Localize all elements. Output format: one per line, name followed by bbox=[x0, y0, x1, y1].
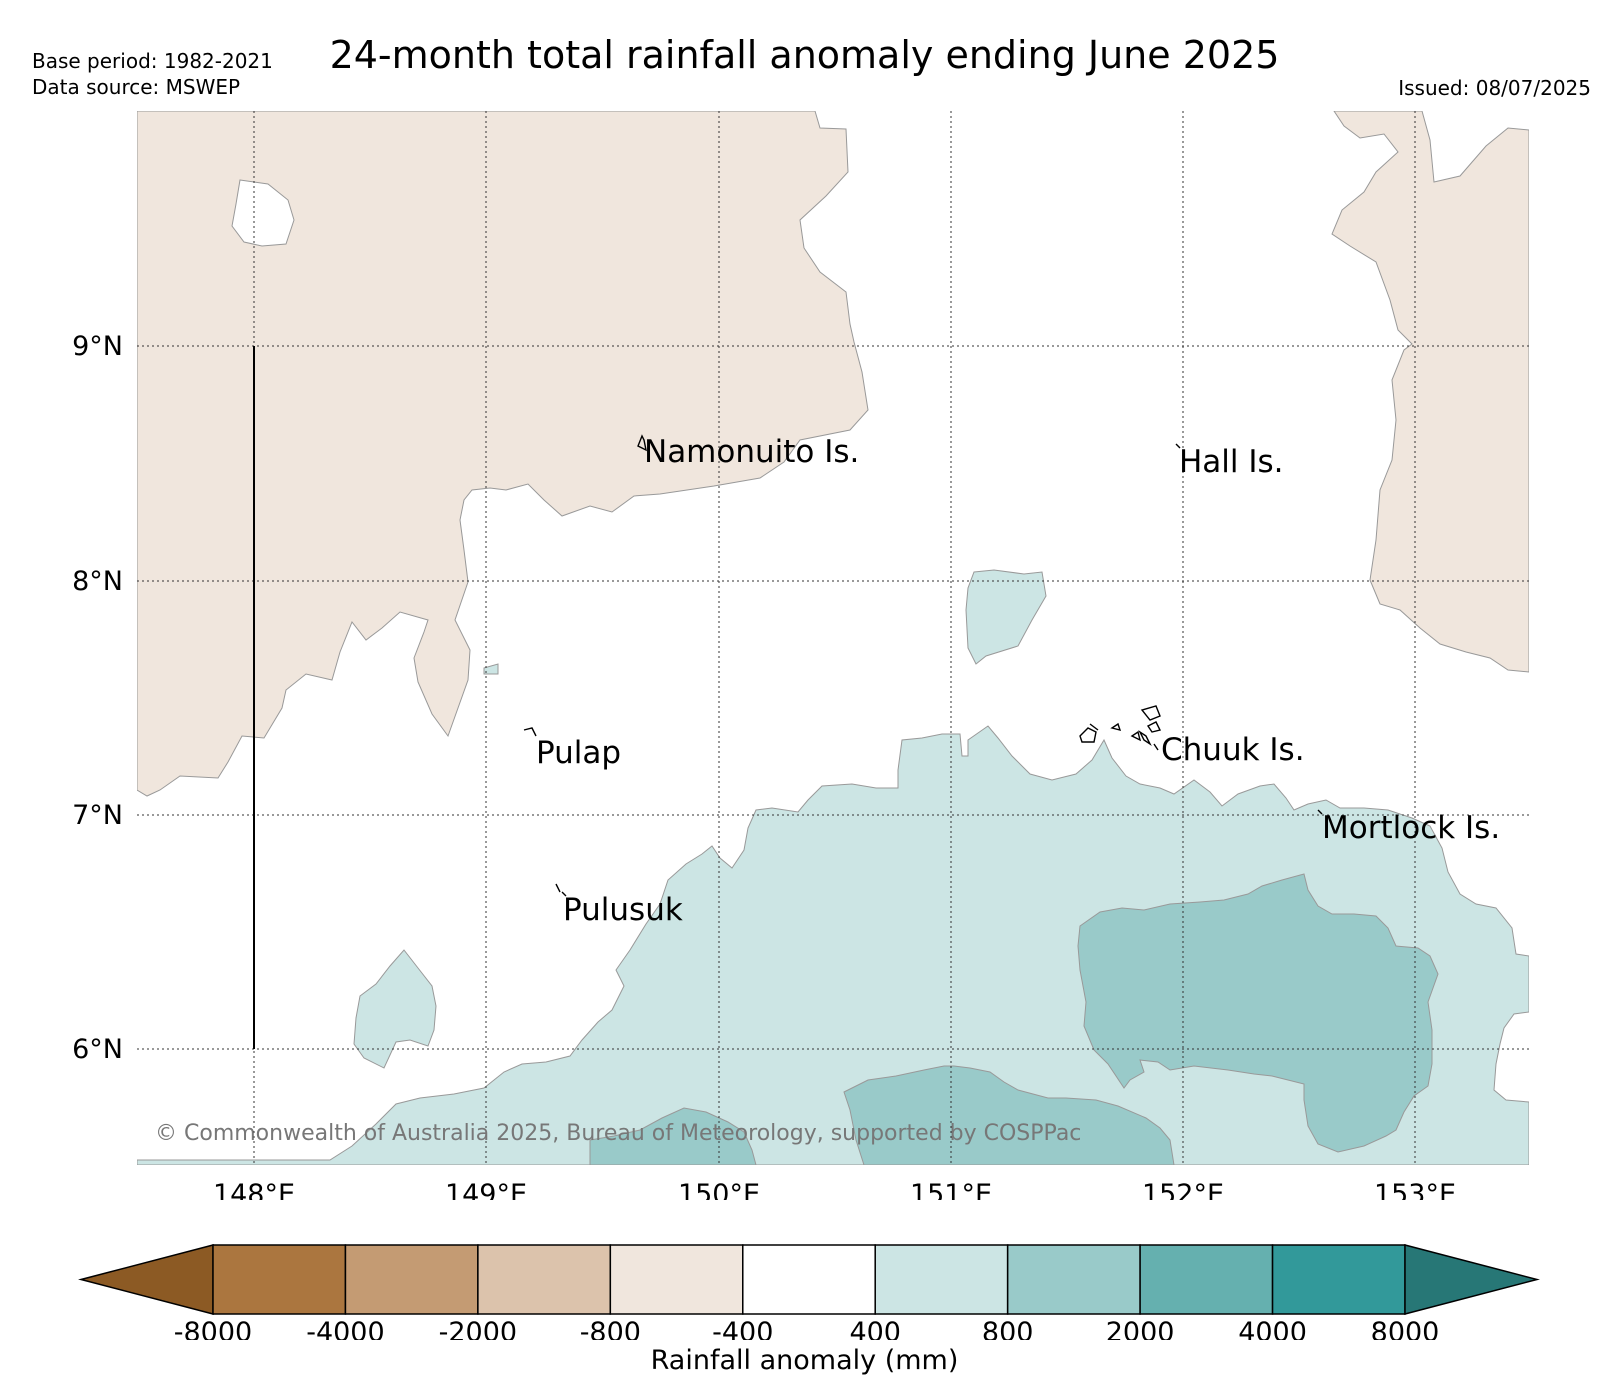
colorbar-swatch bbox=[212, 1244, 347, 1315]
colorbar-tick-label: -400 bbox=[712, 1317, 773, 1340]
colorbar-extend-low bbox=[78, 1244, 214, 1315]
lon-label-151: 151°E bbox=[910, 1179, 992, 1200]
colorbar-swatch bbox=[874, 1244, 1009, 1315]
hall-island-outline bbox=[1175, 443, 1181, 449]
lat-label-8: 8°N bbox=[72, 566, 123, 597]
map-title: 24-month total rainfall anomaly ending J… bbox=[329, 33, 1280, 77]
pulap-island-outline bbox=[523, 727, 537, 737]
map-axis-labels: 148°E 149°E 150°E 151°E 152°E 153°E 9°N … bbox=[72, 331, 1456, 1200]
lon-label-150: 150°E bbox=[678, 1179, 760, 1200]
colorbar-tick-label: -2000 bbox=[439, 1317, 517, 1340]
chuuk-island-outline-7 bbox=[1138, 729, 1152, 747]
colorbar-swatch bbox=[1139, 1244, 1274, 1315]
colorbar-swatch bbox=[1271, 1244, 1406, 1315]
copyright-notice: © Commonwealth of Australia 2025, Bureau… bbox=[155, 1121, 1081, 1146]
colorbar-tick-label: 4000 bbox=[1238, 1317, 1307, 1340]
chuuk-island-outline-5 bbox=[1140, 705, 1161, 721]
place-label-hall: Hall Is. bbox=[1179, 444, 1284, 480]
dry-anomaly-region-west bbox=[137, 111, 869, 797]
colorbar-tick-label: -8000 bbox=[174, 1317, 252, 1340]
lon-label-153: 153°E bbox=[1374, 1179, 1456, 1200]
lon-label-148: 148°E bbox=[213, 1179, 295, 1200]
colorbar-tick-label: 400 bbox=[849, 1317, 901, 1340]
issued-date: Issued: 08/07/2025 bbox=[1398, 76, 1591, 100]
chuuk-island-outline-3 bbox=[1110, 722, 1122, 731]
place-label-pulap: Pulap bbox=[536, 735, 621, 771]
colorbar-swatch bbox=[742, 1244, 876, 1315]
near-normal-pocket bbox=[231, 179, 295, 247]
wet-anomaly-patch-west bbox=[353, 949, 437, 1069]
colorbar-swatch bbox=[477, 1244, 612, 1315]
graticule bbox=[137, 111, 1529, 1165]
mortlock-island-outline bbox=[1317, 809, 1323, 815]
lat-label-9: 9°N bbox=[72, 331, 123, 362]
islands bbox=[523, 434, 1323, 897]
colorbar-label: Rainfall anomaly (mm) bbox=[650, 1345, 959, 1376]
dry-anomaly-region-east bbox=[1331, 111, 1529, 673]
anomaly-map: Namonuito Is. Hall Is. Pulap Chuuk Is. M… bbox=[72, 111, 1529, 1200]
colorbar-tick-label: -800 bbox=[580, 1317, 641, 1340]
base-period-text: Base period: 1982-2021 bbox=[32, 49, 273, 73]
lon-label-149: 149°E bbox=[445, 1179, 527, 1200]
chuuk-island-outline-6 bbox=[1146, 721, 1162, 733]
place-label-mortlock: Mortlock Is. bbox=[1322, 810, 1500, 846]
colorbar-swatch bbox=[1006, 1244, 1141, 1315]
lat-label-7: 7°N bbox=[72, 800, 123, 831]
map-plot-area: Namonuito Is. Hall Is. Pulap Chuuk Is. M… bbox=[137, 111, 1529, 1165]
colorbar: -8000 -4000 -2000 -800 -400 400 800 2000 4000 800… bbox=[78, 1244, 1540, 1340]
colorbar-tick-label: 2000 bbox=[1106, 1317, 1175, 1340]
chuuk-island-outline-2 bbox=[1089, 723, 1099, 731]
lat-label-6: 6°N bbox=[72, 1034, 123, 1065]
place-label-namonuito: Namonuito Is. bbox=[644, 434, 859, 470]
place-label-pulusuk: Pulusuk bbox=[563, 892, 683, 928]
place-label-chuuk: Chuuk Is. bbox=[1161, 732, 1305, 768]
wet-anomaly-patch-north bbox=[965, 569, 1047, 665]
wet-anomaly-core-east bbox=[1077, 873, 1439, 1153]
wet-anomaly-core-south bbox=[843, 1065, 1175, 1165]
colorbar-extend-high bbox=[1404, 1244, 1540, 1315]
wet-anomaly-core-southwest bbox=[589, 1107, 757, 1165]
colorbar-swatch bbox=[609, 1244, 744, 1315]
colorbar-tick-label: -4000 bbox=[306, 1317, 384, 1340]
pulusuk-island-outline bbox=[555, 883, 567, 897]
chuuk-island-outline-8 bbox=[1153, 743, 1159, 751]
chuuk-island-outline-4 bbox=[1130, 730, 1142, 742]
colorbar-swatches bbox=[78, 1244, 1540, 1315]
colorbar-swatch bbox=[344, 1244, 479, 1315]
colorbar-tick-label: 8000 bbox=[1371, 1317, 1440, 1340]
lon-label-152: 152°E bbox=[1142, 1179, 1224, 1200]
place-labels: Namonuito Is. Hall Is. Pulap Chuuk Is. M… bbox=[536, 434, 1500, 928]
chuuk-island-outline-1 bbox=[1079, 727, 1097, 743]
data-source-text: Data source: MSWEP bbox=[32, 75, 241, 99]
wet-anomaly-speck bbox=[483, 663, 499, 675]
namonuito-island-outline bbox=[637, 434, 647, 452]
colorbar-tick-label: 800 bbox=[982, 1317, 1034, 1340]
colorbar-ticks: -8000 -4000 -2000 -800 -400 400 800 2000 4000 800… bbox=[174, 1317, 1440, 1340]
map-metadata: Base period: 1982-2021 Data source: MSWE… bbox=[32, 48, 273, 100]
